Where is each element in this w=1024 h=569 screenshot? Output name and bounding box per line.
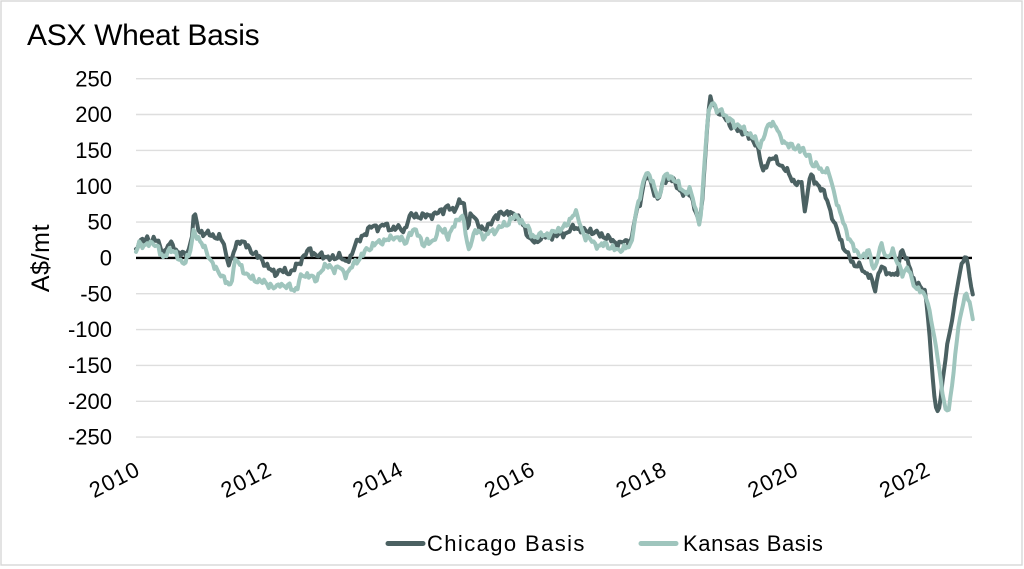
svg-text:-250: -250 xyxy=(68,425,112,450)
svg-text:200: 200 xyxy=(75,102,112,127)
svg-text:0: 0 xyxy=(100,246,112,271)
svg-text:100: 100 xyxy=(75,174,112,199)
svg-text:250: 250 xyxy=(75,66,112,91)
svg-text:Chicago Basis: Chicago Basis xyxy=(427,531,586,556)
svg-text:-100: -100 xyxy=(68,317,112,342)
svg-text:A$/mt: A$/mt xyxy=(27,224,55,292)
svg-text:ASX Wheat Basis: ASX Wheat Basis xyxy=(27,19,259,52)
svg-text:150: 150 xyxy=(75,138,112,163)
svg-text:-50: -50 xyxy=(80,281,112,306)
svg-text:50: 50 xyxy=(88,210,112,235)
svg-text:Kansas Basis: Kansas Basis xyxy=(683,531,824,556)
svg-text:-200: -200 xyxy=(68,389,112,414)
svg-text:-150: -150 xyxy=(68,353,112,378)
